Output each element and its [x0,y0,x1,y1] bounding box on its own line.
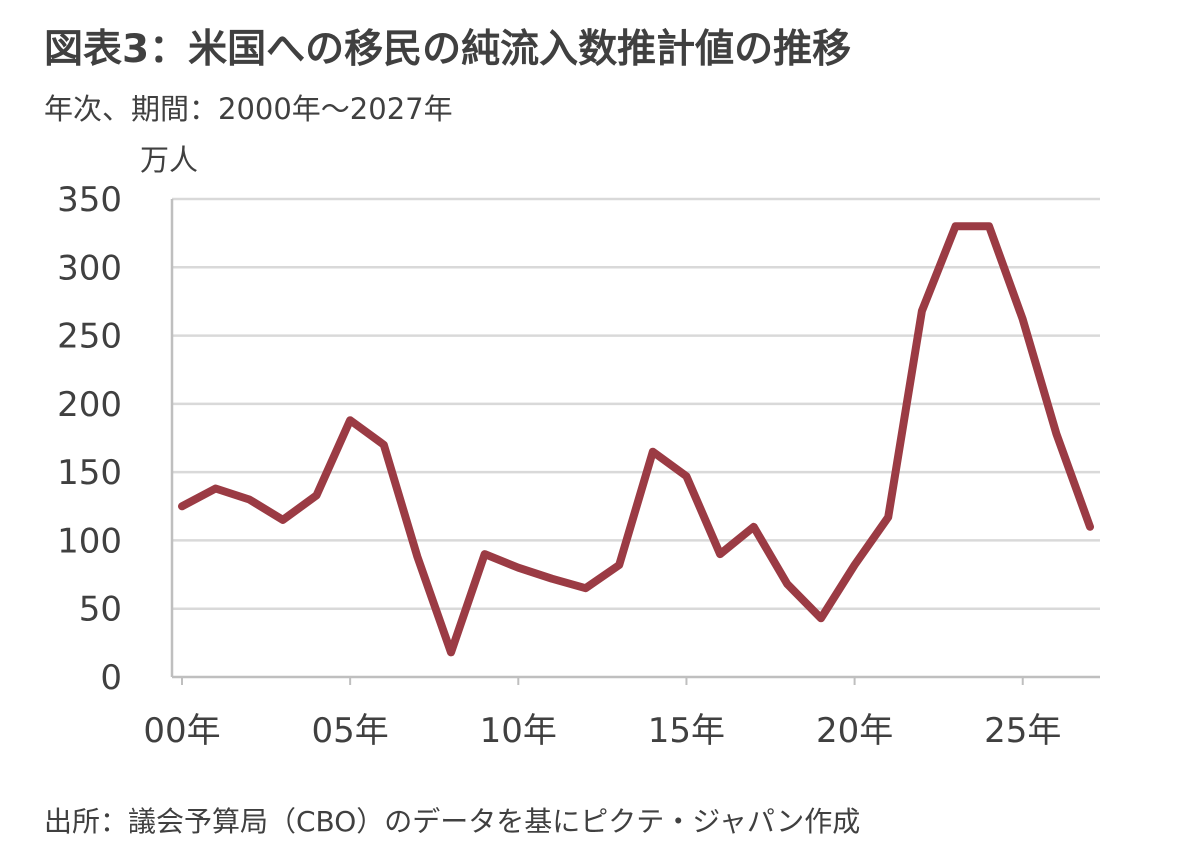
y-tick-50: 50 [79,590,122,630]
chart-subtitle: 年次、期間：2000年～2027年 [44,92,453,126]
y-tick-350: 350 [57,180,122,220]
y-tick-200: 200 [57,385,122,425]
x-tick-labels: 00年 05年 10年 15年 20年 25年 [143,711,1061,751]
chart-title: 図表3：米国への移民の純流入数推計値の推移 [44,27,852,72]
y-tick-100: 100 [57,521,122,561]
series-line-0 [178,222,1094,657]
y-tick-0: 0 [100,658,122,698]
x-tick-2000: 00年 [143,711,220,751]
source-note: 出所：議会予算局（CBO）のデータを基にピクテ・ジャパン作成 [44,805,861,838]
y-axis-unit-label: 万人 [140,143,198,177]
axes [170,199,1100,685]
x-tick-2020: 20年 [816,711,893,751]
y-tick-250: 250 [57,317,122,357]
series-group [178,222,1094,657]
x-tick-2010: 10年 [480,711,557,751]
y-tick-labels: 0 50 100 150 200 250 300 350 [57,180,122,698]
gridlines [172,197,1100,610]
y-tick-150: 150 [57,453,122,493]
x-tick-2015: 15年 [648,711,725,751]
x-tick-2025: 25年 [984,711,1061,751]
y-tick-300: 300 [57,248,122,288]
x-tick-2005: 05年 [312,711,389,751]
